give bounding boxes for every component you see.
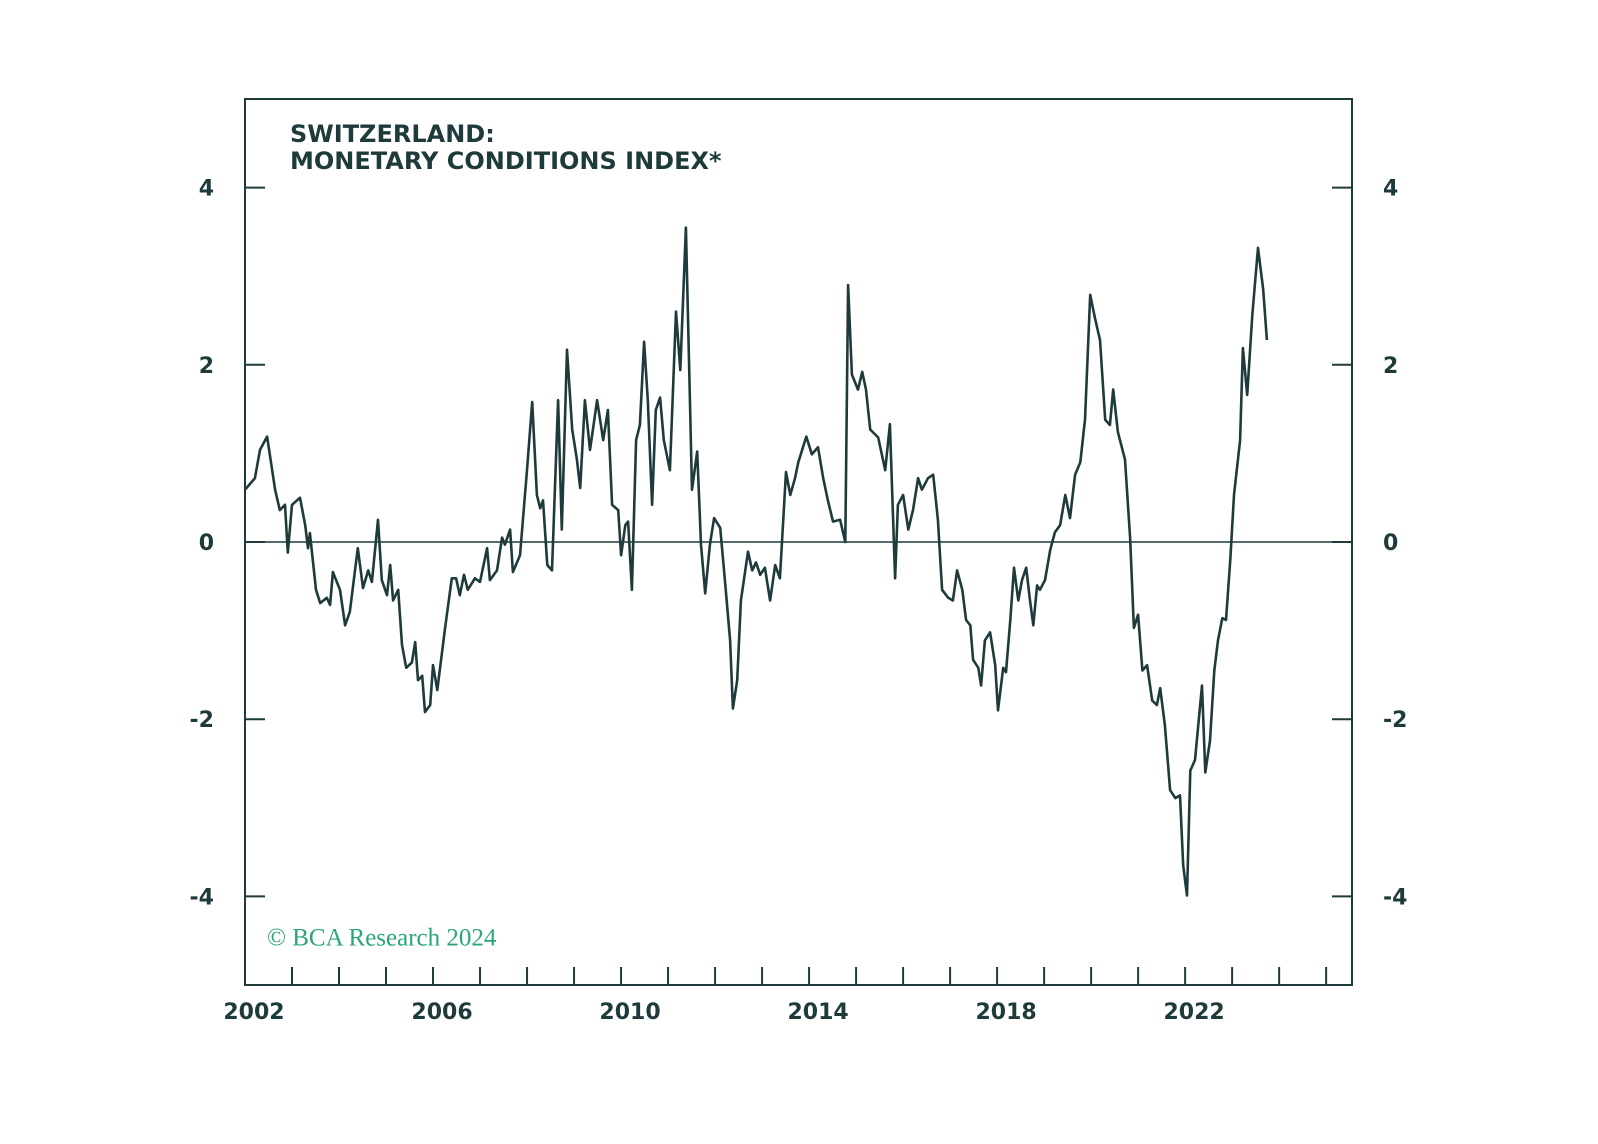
y2-tick-label: -4: [1383, 885, 1407, 910]
x-tick-label: 2022: [1164, 1000, 1225, 1025]
x-tick-label: 2018: [975, 1000, 1036, 1025]
x-tick-label: 2014: [787, 1000, 848, 1025]
x-tick-label: 2010: [599, 1000, 660, 1025]
x-tick-label: 2002: [223, 1000, 284, 1025]
chart-title: SWITZERLAND:: [290, 120, 495, 148]
y-tick-label: 4: [199, 177, 214, 202]
y2-tick-label: -2: [1383, 708, 1407, 733]
index-line: [244, 226, 1269, 897]
y2-tick-label: 2: [1383, 354, 1398, 379]
y2-tick-label: 4: [1383, 177, 1398, 202]
x-tick-label: 2006: [411, 1000, 472, 1025]
y-tick-label: 0: [199, 531, 214, 556]
copyright: © BCA Research 2024: [267, 925, 497, 952]
y-tick-label: -4: [190, 885, 214, 910]
y2-tick-label: 0: [1383, 531, 1398, 556]
y-tick-label: -2: [190, 708, 214, 733]
y-tick-label: 2: [199, 354, 214, 379]
chart-title: MONETARY CONDITIONS INDEX*: [290, 147, 722, 175]
